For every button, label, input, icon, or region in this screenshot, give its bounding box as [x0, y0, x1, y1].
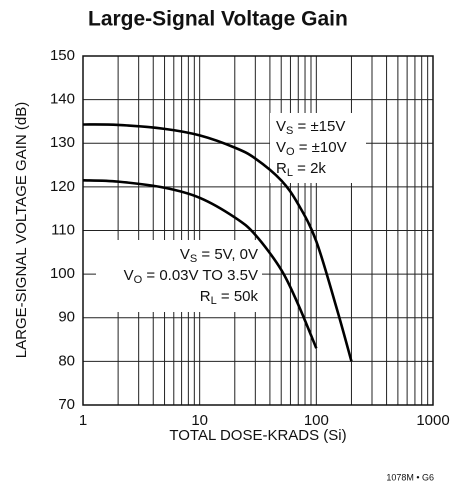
annotation-sub: S: [190, 253, 197, 265]
annotation: VO = 0.03V TO 3.5V: [124, 267, 258, 286]
annotation-rest: = 50k: [217, 288, 259, 305]
annotation-main: V: [124, 267, 134, 284]
annotation-rest: = ±10V: [295, 139, 347, 156]
annotation-sub: L: [211, 295, 217, 307]
annotation-sub: O: [286, 146, 295, 158]
x-tick-label: 1: [79, 412, 87, 429]
x-tick-label: 100: [304, 412, 329, 429]
y-tick-label: 90: [58, 309, 75, 326]
plot-frame: [82, 55, 434, 406]
annotation-background: [270, 113, 366, 183]
annotation-rest: = ±15V: [293, 118, 345, 135]
chart-title: Large-Signal Voltage Gain: [88, 8, 348, 31]
x-tick-label: 1000: [416, 412, 449, 429]
annotation-sub: S: [286, 125, 293, 137]
y-tick-label: 110: [51, 221, 75, 238]
annotation-main: V: [180, 246, 190, 263]
data-line: [82, 179, 318, 349]
annotation: VS = 5V, 0V: [180, 246, 258, 265]
annotation-rest: = 2k: [293, 160, 326, 177]
x-tick-label: 10: [191, 412, 208, 429]
annotation: RL = 50k: [200, 288, 259, 307]
annotation-main: R: [276, 160, 287, 177]
annotation: VO = ±10V: [276, 139, 347, 158]
y-tick-label: 140: [50, 91, 75, 108]
footnote: 1078M • G6: [386, 472, 434, 482]
y-tick-label: 120: [50, 178, 75, 195]
annotation-rest: = 5V, 0V: [197, 246, 258, 263]
y-tick-label: 130: [50, 134, 75, 151]
annotation: RL = 2k: [276, 160, 326, 179]
data-line: [82, 123, 353, 362]
y-axis-label: LARGE-SIGNAL VOLTAGE GAIN (dB): [13, 102, 30, 358]
annotation-sub: O: [134, 274, 143, 286]
y-tick-label: 70: [58, 396, 75, 413]
y-tick-label: 80: [58, 352, 75, 369]
annotation-main: V: [276, 139, 286, 156]
annotation-main: R: [200, 288, 211, 305]
x-axis-label: TOTAL DOSE-KRADS (Si): [169, 427, 346, 444]
annotation-background: [96, 240, 262, 312]
y-tick-label: 150: [50, 47, 75, 64]
y-tick-label: 100: [50, 265, 75, 282]
annotation-sub: L: [287, 167, 293, 179]
annotation: VS = ±15V: [276, 118, 345, 137]
annotation-main: V: [276, 118, 286, 135]
annotation-rest: = 0.03V TO 3.5V: [142, 267, 258, 284]
